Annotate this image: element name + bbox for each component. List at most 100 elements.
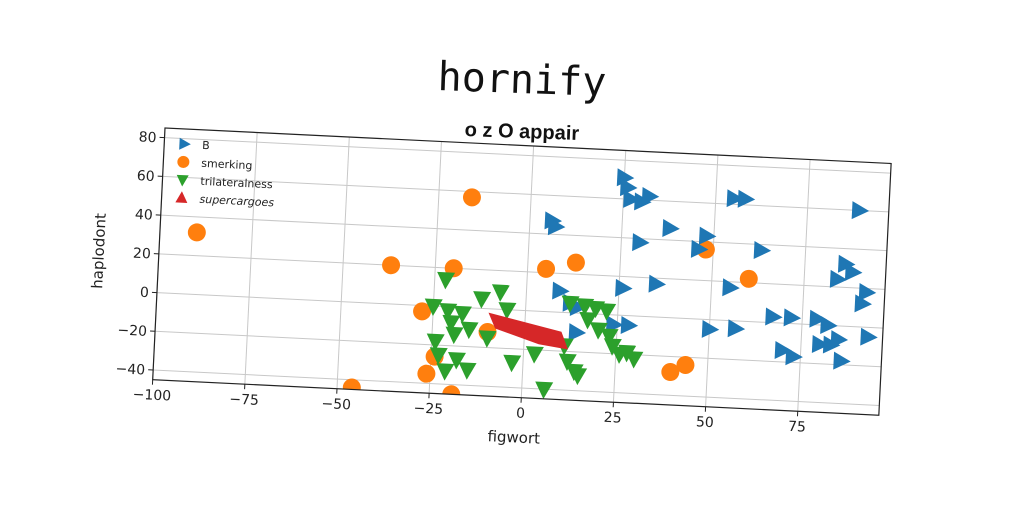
smerking-point xyxy=(417,364,436,383)
x-tick-label: 50 xyxy=(696,414,715,431)
trilateralness-point xyxy=(579,311,598,330)
B-point xyxy=(829,269,848,288)
B-point xyxy=(690,239,709,258)
x-tick-label: −75 xyxy=(229,391,259,408)
smerking-point xyxy=(566,253,585,272)
smerking-point xyxy=(537,259,556,278)
B-point xyxy=(854,294,872,313)
trilateralness-point xyxy=(453,305,472,324)
B-point xyxy=(860,327,878,346)
legend-marker-triangle-right xyxy=(179,137,191,150)
trilateralness-point xyxy=(458,362,477,380)
axes: −100 −75 −50 −25 0 25 50 75 −40 −20 0 20 40 60 80 figwo… xyxy=(88,129,807,448)
B-point xyxy=(811,335,830,354)
B-point xyxy=(615,278,633,297)
y-grid-line xyxy=(158,253,886,290)
trilateralness-point xyxy=(535,381,554,400)
series-smerking xyxy=(187,188,758,413)
y-tick-label: 0 xyxy=(140,285,150,301)
legend-entry-smerking: smerking xyxy=(177,155,253,172)
x-tick-label: −25 xyxy=(413,400,443,417)
smerking-point xyxy=(187,223,206,242)
x-tick-label: 75 xyxy=(788,419,807,436)
B-point xyxy=(632,233,650,252)
trilateralness-point xyxy=(503,354,522,373)
y-axis-label: haplodont xyxy=(88,213,110,290)
legend-entry-b: B xyxy=(179,137,210,152)
legend-label: smerking xyxy=(201,157,253,172)
B-point xyxy=(698,226,717,245)
B-point xyxy=(783,308,802,327)
x-tick-label: −100 xyxy=(132,387,171,405)
legend-marker-circle xyxy=(177,155,190,168)
B-point xyxy=(648,274,667,293)
legend-label: supercargoes xyxy=(199,193,274,210)
B-point xyxy=(568,323,587,342)
B-point xyxy=(785,347,803,366)
y-tick-label: −20 xyxy=(117,322,147,339)
y-grid-line xyxy=(162,175,889,213)
x-tick-label: 25 xyxy=(603,410,622,427)
B-point xyxy=(844,262,863,281)
B-point xyxy=(552,281,570,300)
legend-marker-triangle-down xyxy=(176,174,189,187)
B-point xyxy=(774,340,793,359)
legend-entry-trilateralness: trilateralness xyxy=(176,174,273,192)
trilateralness-point xyxy=(424,298,443,316)
chart-subtitle: o z O appair xyxy=(464,119,579,145)
B-point xyxy=(726,189,745,208)
x-axis-label: figwort xyxy=(487,427,540,448)
y-tick-label: 40 xyxy=(135,207,154,224)
B-point xyxy=(753,240,772,259)
trilateralness-point xyxy=(600,328,619,346)
B-point xyxy=(605,315,624,334)
trilateralness-point xyxy=(625,350,644,369)
B-point xyxy=(727,319,746,338)
plot-frame xyxy=(152,127,892,416)
smerking-point xyxy=(661,363,680,382)
series-trilateralness xyxy=(424,271,644,400)
y-grid-line xyxy=(156,292,884,329)
y-tick-label: 60 xyxy=(136,168,155,185)
B-point xyxy=(820,316,838,335)
trilateralness-point xyxy=(448,352,466,370)
smerking-point xyxy=(462,188,481,207)
B-point xyxy=(833,351,851,370)
smerking-point xyxy=(413,302,432,321)
trilateralness-point xyxy=(478,330,497,348)
B-point xyxy=(623,189,641,208)
y-tick-label: 20 xyxy=(133,246,152,263)
legend-entry-supercargoes: supercargoes xyxy=(175,191,275,210)
smerking-point xyxy=(676,355,695,374)
y-grid-line xyxy=(153,369,880,407)
B-point xyxy=(851,201,870,220)
data-marks xyxy=(187,168,878,413)
trilateralness-point xyxy=(442,314,461,333)
grid xyxy=(152,127,891,412)
y-grid-line xyxy=(155,330,882,368)
trilateralness-point xyxy=(473,291,492,309)
smerking-point xyxy=(342,378,361,397)
legend-label: trilateralness xyxy=(200,175,273,192)
smerking-point xyxy=(382,256,401,275)
B-point xyxy=(737,189,756,208)
marks-clipped xyxy=(187,168,878,413)
trilateralness-point xyxy=(558,353,577,372)
B-point xyxy=(809,309,827,328)
trilateralness-point xyxy=(491,284,510,302)
trilateralness-point xyxy=(525,346,544,364)
smerking-point xyxy=(739,269,758,288)
y-tick-label: −40 xyxy=(115,361,145,378)
B-point xyxy=(662,219,680,238)
B-point xyxy=(701,319,720,338)
legend-label: B xyxy=(202,139,210,152)
legend-marker-triangle-up xyxy=(175,191,188,203)
trilateralness-point xyxy=(429,347,448,365)
B-point xyxy=(722,278,740,297)
B-point xyxy=(620,315,639,334)
trilateralness-point xyxy=(589,322,608,340)
trilateralness-point xyxy=(439,303,458,321)
chart-title: hornify xyxy=(437,54,607,106)
y-grid-line xyxy=(160,214,887,252)
